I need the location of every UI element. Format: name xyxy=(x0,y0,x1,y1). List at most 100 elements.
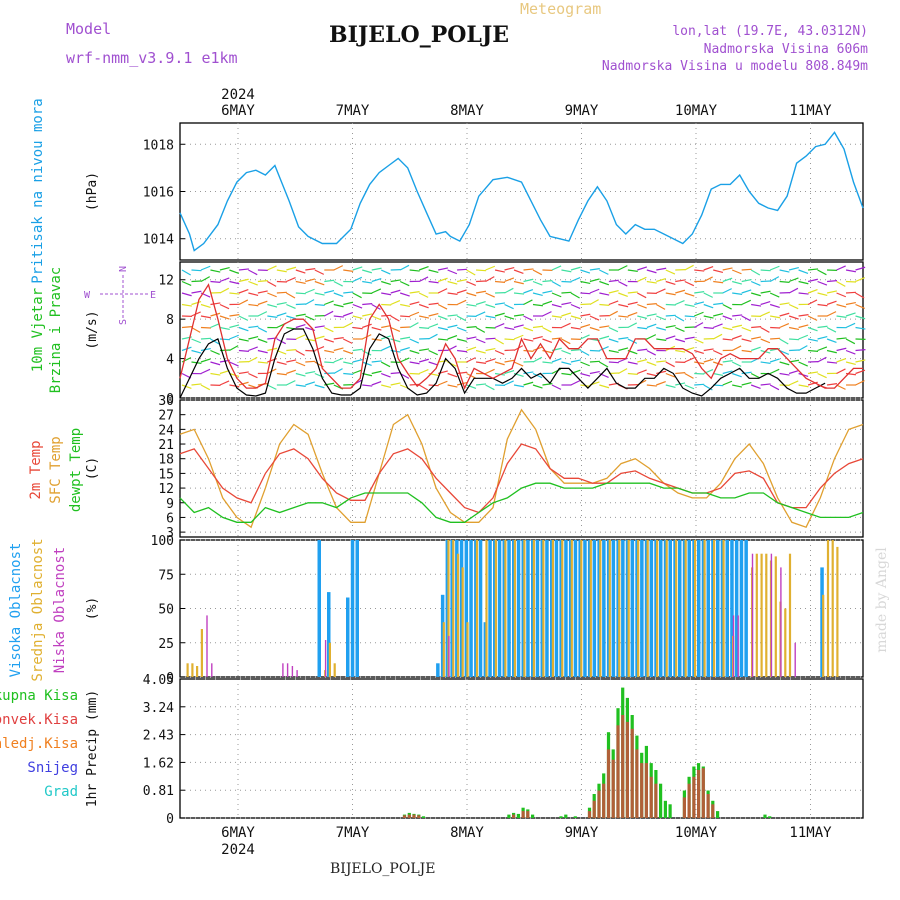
wind-arrow xyxy=(684,280,695,287)
wind-arrow xyxy=(580,292,591,295)
wind-arrow xyxy=(504,326,515,330)
wind-arrow xyxy=(200,276,211,283)
wind-arrow xyxy=(437,277,448,283)
wind-arrow xyxy=(741,289,752,294)
cloud-bar xyxy=(640,540,644,677)
cloud-bar xyxy=(512,540,516,677)
wind-arrow xyxy=(542,361,553,364)
wind-arrow xyxy=(656,315,666,321)
wind-arrow xyxy=(741,349,752,353)
wind-arrow xyxy=(409,322,419,329)
y-axis-label: (%) xyxy=(85,597,100,620)
wind-arrow xyxy=(276,269,287,273)
precip-bar xyxy=(421,816,426,818)
wind-arrow xyxy=(637,369,647,375)
cloud-bar xyxy=(346,597,350,677)
wind-arrow xyxy=(333,347,344,352)
wind-arrow xyxy=(741,371,752,375)
cloud-bar xyxy=(665,540,668,677)
wind-arrow xyxy=(485,276,495,283)
cloud-bar xyxy=(540,540,544,677)
cloud-bar xyxy=(611,540,616,677)
wind-arrow xyxy=(618,292,628,297)
precip-bar xyxy=(507,814,511,818)
wind-arrow xyxy=(637,292,647,299)
wind-arrow xyxy=(618,315,629,318)
wind-arrow xyxy=(381,303,392,306)
wind-arrow xyxy=(371,303,381,310)
cloud-bar xyxy=(780,567,782,677)
wind-arrow xyxy=(380,361,391,368)
wind-arrow xyxy=(295,303,306,306)
compass-w: W xyxy=(84,290,91,301)
wind-arrow xyxy=(589,299,599,306)
wind-arrow xyxy=(523,268,534,271)
wind-arrow xyxy=(238,338,249,342)
wind-arrow xyxy=(343,372,354,375)
wind-arrow xyxy=(475,290,487,294)
wind-arrow xyxy=(295,324,306,329)
cloud-bar xyxy=(644,540,649,677)
cloud-bar xyxy=(513,540,516,677)
wind-arrow xyxy=(551,303,562,308)
wind-arrow xyxy=(589,371,600,375)
cloud-bar xyxy=(211,663,213,677)
wind-arrow xyxy=(570,380,581,386)
wind-arrow xyxy=(409,269,420,272)
wind-arrow xyxy=(542,290,553,294)
wind-arrow xyxy=(257,290,268,294)
precip-bar xyxy=(635,749,639,818)
cloud-bar xyxy=(436,663,440,677)
wind-arrow xyxy=(693,322,704,329)
y-tick-label: 1014 xyxy=(143,233,174,248)
wind-arrow xyxy=(656,370,667,375)
wind-arrow xyxy=(504,266,515,271)
wind-arrow xyxy=(324,279,335,283)
wind-arrow xyxy=(371,360,382,363)
wind-arrow xyxy=(817,372,827,379)
precip-bar xyxy=(649,776,653,818)
cloud-bar xyxy=(744,540,748,677)
wind-arrow xyxy=(428,361,439,366)
precip-bar xyxy=(763,814,767,818)
precip-bar xyxy=(711,804,715,818)
wind-arrow xyxy=(362,313,373,317)
wind-arrow xyxy=(779,302,790,306)
wind-arrow xyxy=(589,288,600,294)
wind-arrow xyxy=(637,276,647,283)
wind-arrow xyxy=(447,292,458,295)
wind-arrow xyxy=(295,269,306,274)
cloud-bar xyxy=(788,553,792,677)
wind-arrow xyxy=(324,361,335,364)
wind-arrow xyxy=(637,348,648,352)
cloud-bar xyxy=(478,540,483,677)
wind-arrow xyxy=(751,303,762,307)
wind-arrow xyxy=(248,269,258,276)
side-label-cloud: Visoka Oblacnost xyxy=(8,543,24,678)
wind-arrow xyxy=(532,303,543,307)
top-date-label: 7MAY xyxy=(336,103,370,119)
wind-arrow xyxy=(675,289,686,294)
wind-arrow xyxy=(238,315,249,321)
wind-arrow xyxy=(694,338,704,344)
wind-arrow xyxy=(845,349,856,355)
wind-arrow xyxy=(741,315,751,322)
cloud-bar xyxy=(716,540,720,677)
side-label-cloud: Niska Oblacnost xyxy=(52,547,68,673)
cloud-bar xyxy=(822,594,825,677)
precip-bar xyxy=(526,811,530,818)
wind-arrow xyxy=(731,361,742,367)
wind-arrow xyxy=(248,372,258,379)
wind-arrow xyxy=(191,326,201,333)
wind-arrow xyxy=(845,361,856,366)
wind-arrow xyxy=(665,361,675,368)
wind-arrow xyxy=(855,349,866,352)
wind-arrow xyxy=(817,280,828,286)
cloud-bar xyxy=(497,540,502,677)
cloud-bar xyxy=(597,540,601,677)
wind-arrow xyxy=(513,384,524,388)
precip-legend-3: Snijeg xyxy=(27,760,78,776)
wind-arrow xyxy=(532,325,543,329)
wind-arrow xyxy=(390,326,401,332)
wind-arrow xyxy=(627,338,638,344)
